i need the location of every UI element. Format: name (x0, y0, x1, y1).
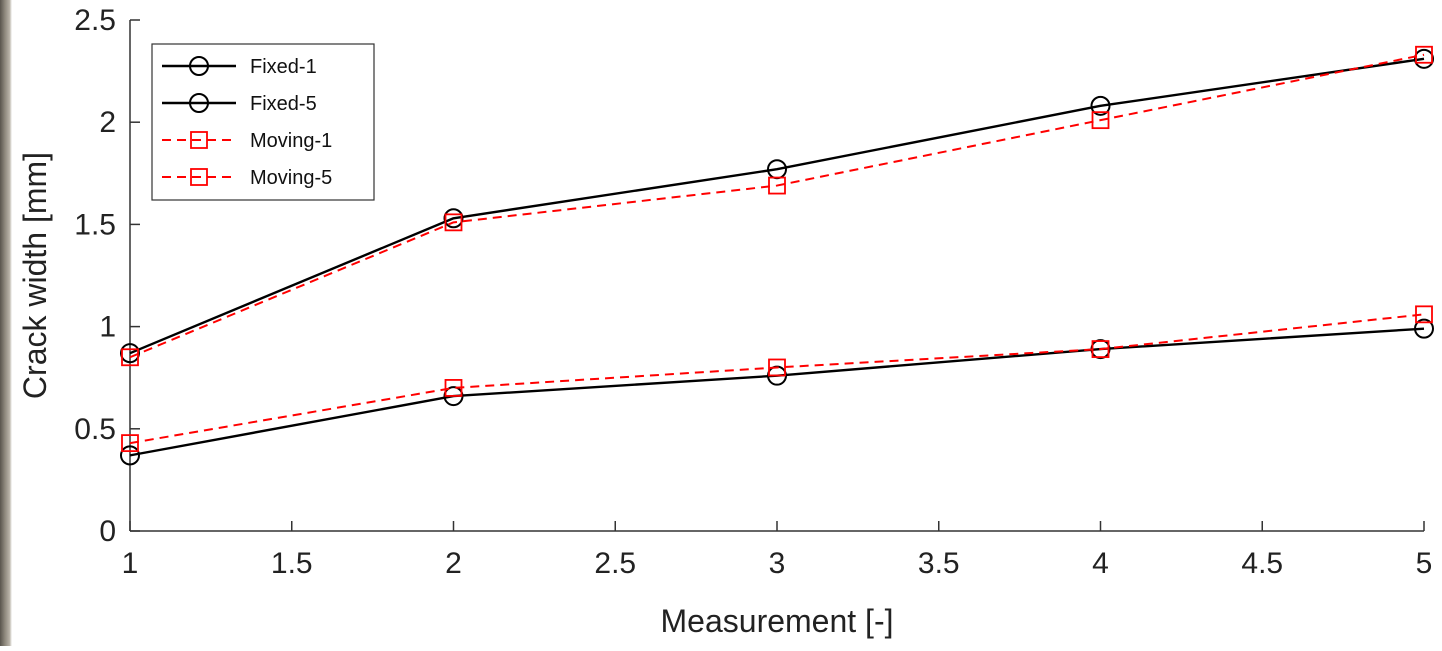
x-axis-title: Measurement [-] (661, 603, 894, 639)
data-point-moving-5 (121, 434, 139, 453)
legend-swatch-marker (189, 93, 209, 113)
y-tick-label: 1 (99, 311, 116, 344)
legend-entry-moving-5: Moving-5 (162, 167, 332, 189)
x-tick-label: 4.5 (1241, 547, 1283, 580)
series-line-fixed-5 (129, 327, 1425, 457)
x-tick-label: 1 (122, 547, 139, 580)
series-moving-5 (121, 305, 1433, 453)
legend-swatch-marker (190, 168, 208, 186)
y-tick-label: 2.5 (74, 4, 116, 37)
series-line-fixed-1 (129, 57, 1425, 355)
data-point-fixed-1 (120, 343, 140, 364)
y-tick-label: 0 (99, 515, 116, 548)
x-tick-label: 2 (445, 547, 462, 580)
x-tick-label: 1.5 (271, 547, 313, 580)
series-line-moving-5 (129, 313, 1425, 445)
series-line-moving-1 (129, 53, 1425, 359)
background-photo-edge (0, 0, 12, 646)
data-point-moving-1 (121, 348, 139, 367)
legend-label: Moving-1 (250, 130, 332, 152)
legend-entry-moving-1: Moving-1 (162, 130, 332, 152)
data-point-fixed-5 (120, 445, 140, 466)
legend-box (151, 43, 375, 201)
series-fixed-5 (120, 318, 1434, 466)
data-point-moving-5 (444, 379, 463, 397)
data-point-moving-1 (444, 213, 463, 232)
data-point-fixed-5 (1414, 318, 1434, 339)
x-tick-label: 3.5 (918, 547, 960, 580)
series-fixed-1 (120, 48, 1434, 364)
data-point-fixed-1 (1414, 48, 1434, 69)
axes: 1 1.5 2 2.5 3 3.5 4 4.5 5 0 0.5 1 1.5 2 2.5 Measurement… (17, 4, 1432, 639)
data-point-moving-1 (768, 176, 786, 195)
legend-swatch-marker (190, 131, 208, 149)
legend-swatch-marker (189, 56, 209, 76)
x-tick-label: 4 (1092, 547, 1109, 580)
data-point-moving-1 (1415, 45, 1433, 64)
legend-entry-fixed-1: Fixed-1 (162, 56, 317, 78)
x-tick-label: 2.5 (594, 547, 636, 580)
series-group (120, 45, 1434, 466)
legend-label: Moving-5 (250, 167, 332, 189)
data-point-fixed-1 (1090, 95, 1111, 116)
x-tick-label: 5 (1416, 547, 1433, 580)
data-point-moving-5 (768, 358, 786, 377)
data-point-moving-1 (1091, 111, 1110, 130)
data-point-fixed-5 (443, 386, 464, 407)
data-point-fixed-1 (443, 208, 464, 229)
y-axis-title: Crack width [mm] (17, 152, 53, 399)
data-point-moving-5 (1091, 340, 1110, 358)
legend-label: Fixed-1 (250, 56, 317, 78)
legend: Fixed-1 Fixed-5 Moving-1 Moving-5 (151, 43, 375, 201)
legend-entry-fixed-5: Fixed-5 (162, 93, 317, 115)
y-tick-label: 2 (99, 106, 116, 139)
legend-label: Fixed-5 (250, 93, 317, 115)
y-tick-label: 0.5 (74, 413, 116, 446)
x-tick-label: 3 (769, 547, 786, 580)
y-tick-label: 1.5 (74, 208, 116, 241)
series-moving-1 (121, 45, 1433, 367)
data-point-moving-5 (1415, 305, 1433, 324)
